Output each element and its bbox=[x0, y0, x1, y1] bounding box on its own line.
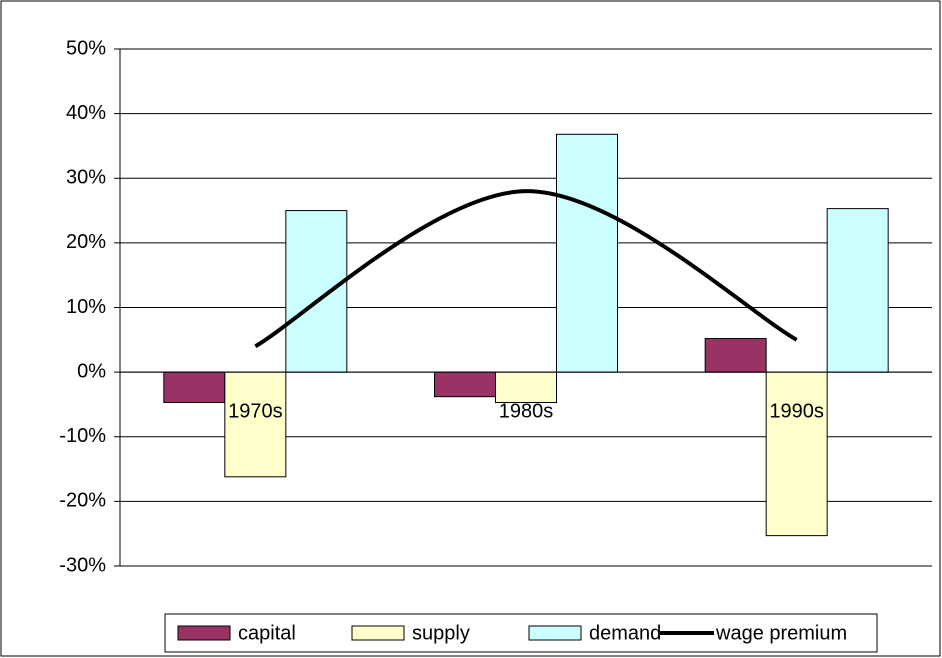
legend-label: capital bbox=[238, 622, 296, 644]
bar bbox=[224, 371, 287, 478]
legend-label: supply bbox=[412, 622, 470, 644]
line-series bbox=[254, 189, 798, 349]
bar bbox=[495, 371, 557, 403]
y-tick-label: 40% bbox=[66, 102, 106, 124]
x-tick-label: 1980s bbox=[499, 400, 554, 422]
y-tick-label: -10% bbox=[59, 425, 106, 447]
bar bbox=[285, 210, 348, 373]
legend-label: demand bbox=[589, 622, 661, 644]
x-tick-label: 1970s bbox=[228, 400, 283, 422]
bar bbox=[163, 371, 226, 403]
y-tick-label: 30% bbox=[66, 167, 106, 189]
x-tick-label: 1990s bbox=[769, 400, 824, 422]
y-tick-label: -30% bbox=[59, 554, 106, 576]
y-tick-label: -20% bbox=[59, 490, 106, 512]
bar bbox=[704, 338, 767, 373]
legend-swatch bbox=[351, 625, 405, 641]
legend-swatch bbox=[177, 625, 231, 641]
y-tick-label: 20% bbox=[66, 231, 106, 253]
bar bbox=[826, 208, 889, 373]
y-tick-label: 10% bbox=[66, 296, 106, 318]
bar bbox=[556, 133, 618, 373]
bar bbox=[765, 371, 828, 537]
bar bbox=[434, 371, 496, 398]
y-tick-label: 50% bbox=[66, 37, 106, 59]
legend-box bbox=[164, 613, 878, 653]
legend-label: wage premium bbox=[715, 622, 847, 644]
y-tick-label: 0% bbox=[77, 360, 106, 382]
legend-swatch bbox=[528, 625, 582, 641]
